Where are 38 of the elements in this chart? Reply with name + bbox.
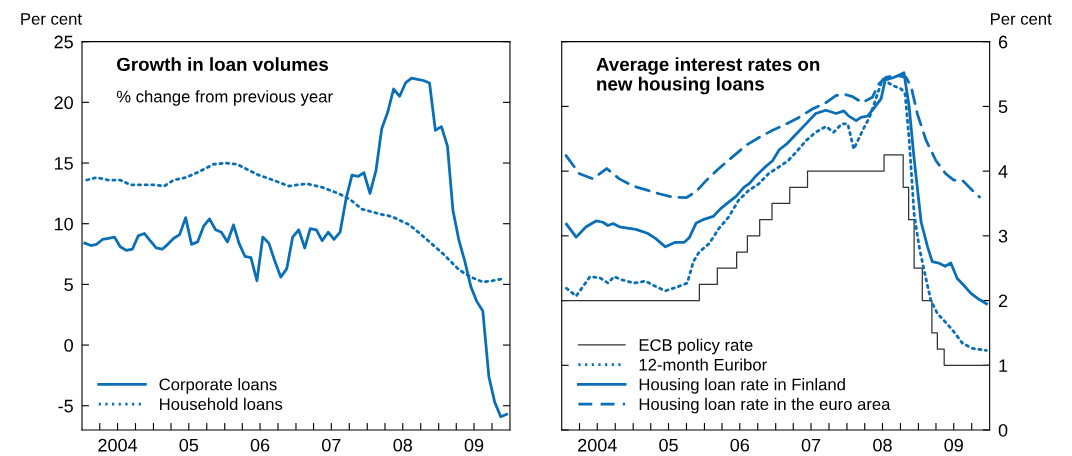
text: Average interest rates on new housing loans	[596, 57, 820, 95]
x-tick-label: 07	[801, 438, 821, 452]
y-tick-label: 2	[998, 294, 1008, 308]
x-tick-label: 09	[464, 438, 484, 452]
x-tick-label: 08	[393, 438, 413, 452]
y-tick-label: 25	[54, 35, 73, 49]
x-tick-label: 06	[730, 438, 750, 452]
y-tick-label: 20	[54, 96, 73, 110]
x-tick-label: 09	[944, 438, 963, 452]
x-tick-label: 05	[659, 438, 678, 452]
y-tick-label: -5	[58, 399, 73, 413]
x-tick-label: 06	[250, 438, 270, 452]
x-tick-label: 08	[873, 438, 892, 452]
y-tick-label: 4	[998, 165, 1008, 178]
y-tick-label: 10	[54, 217, 73, 231]
legend-label: ECB policy rate	[639, 338, 753, 355]
y-axis-title: Per cent	[21, 13, 82, 25]
text: Growth in loan volumes	[117, 57, 328, 71]
line-series	[83, 76, 509, 419]
text: % change from previous year	[116, 90, 333, 106]
y-tick-label: 15	[54, 157, 73, 170]
y-tick-label: 1	[999, 359, 1008, 372]
x-tick-label: 07	[321, 438, 341, 452]
y-tick-label: 0	[998, 423, 1008, 437]
x-tick-label: 05	[179, 438, 199, 452]
legend-label: Household loans	[160, 397, 283, 411]
legend-label: Corporate loans	[159, 378, 277, 394]
y-tick-label: 6	[998, 35, 1008, 49]
legend-label: 12-month Euribor	[639, 358, 767, 371]
x-tick-label: 2004	[98, 438, 138, 452]
y-tick-label: 5	[998, 100, 1008, 114]
legend-label: Housing loan rate in the euro area	[639, 397, 891, 414]
y-axis-title: Per cent	[991, 13, 1052, 25]
y-tick-label: 5	[64, 278, 73, 292]
x-tick-label: 2004	[578, 438, 617, 452]
y-tick-label: 0	[64, 339, 73, 352]
legend-label: Housing loan rate in Finland	[639, 378, 845, 394]
y-tick-label: 3	[998, 229, 1008, 243]
